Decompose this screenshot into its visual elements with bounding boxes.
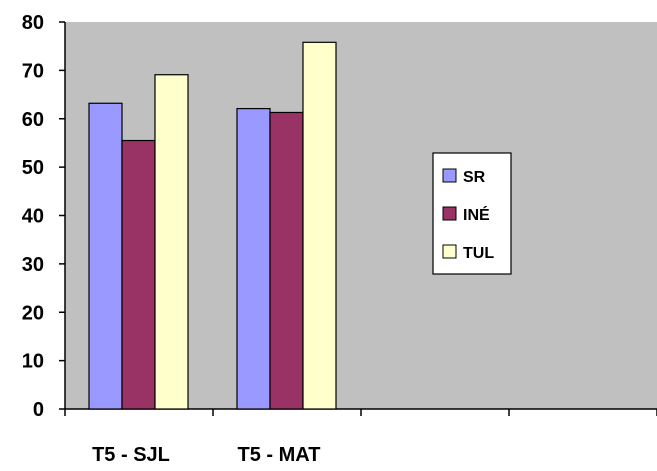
legend-label: SR	[463, 169, 486, 186]
bar-in-1	[269, 111, 304, 410]
bar-sr-0	[88, 102, 123, 410]
y-tick-label: 10	[22, 351, 44, 373]
legend-label: TUL	[463, 245, 494, 262]
y-tick-label: 20	[22, 302, 44, 324]
y-axis: 0 10 20 30 40 50 60 70 80	[22, 12, 66, 421]
bar-tul-1	[302, 41, 337, 410]
bars	[88, 41, 337, 410]
legend-swatch	[442, 244, 457, 259]
y-tick-label: 70	[22, 60, 44, 82]
legend-label: INÉ	[463, 205, 490, 224]
y-tick-label: 60	[22, 109, 44, 131]
y-tick-label: 0	[33, 399, 44, 421]
y-tick-label: 80	[22, 12, 44, 34]
x-axis: T5 - SJL T5 - MAT	[64, 408, 657, 466]
y-tick-label: 30	[22, 254, 44, 276]
x-category-label: T5 - MAT	[238, 444, 321, 466]
y-tick-label: 40	[22, 206, 44, 228]
bar-in-0	[121, 139, 156, 410]
x-category-label: T5 - SJL	[92, 444, 170, 466]
bar-sr-1	[236, 107, 271, 410]
legend: SR INÉ TUL	[432, 152, 512, 275]
legend-swatch	[442, 206, 457, 221]
legend-swatch	[442, 168, 457, 183]
y-tick-label: 50	[22, 157, 44, 179]
bar-tul-0	[154, 74, 189, 410]
